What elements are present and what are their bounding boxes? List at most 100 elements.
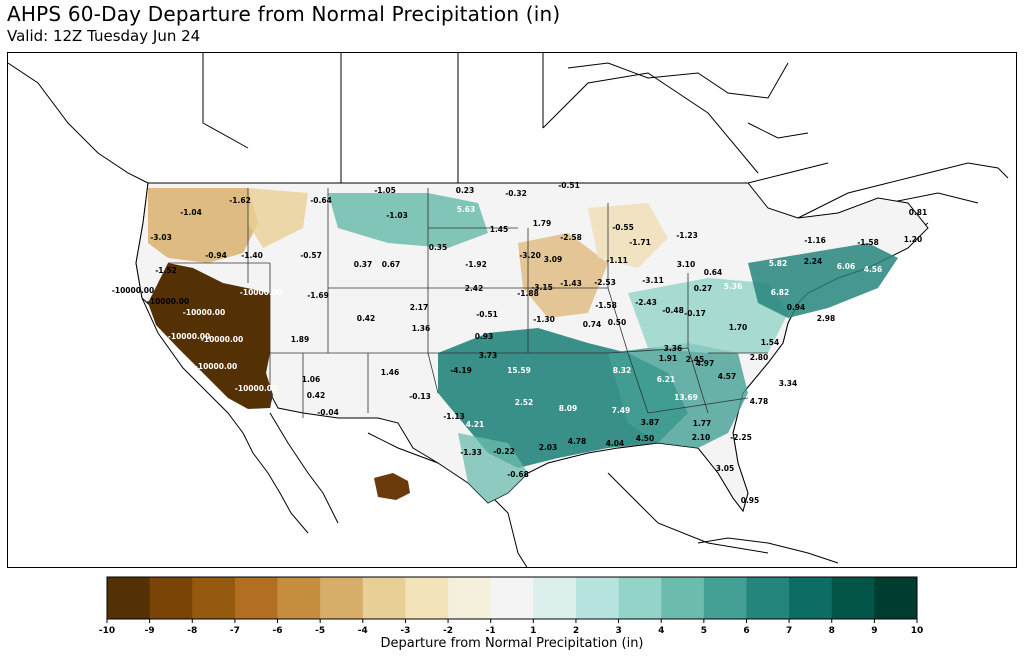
region-value-label: 2.42 (465, 284, 484, 293)
region-value-label: -0.51 (476, 310, 498, 319)
colorbar-swatch (362, 577, 406, 619)
colorbar-swatch (661, 577, 705, 619)
region-value-label: -0.94 (205, 251, 227, 260)
colorbar-tick-label: -7 (230, 626, 240, 634)
region-value-label: -2.43 (635, 298, 657, 307)
region-value-label: -10000.00 (201, 335, 244, 344)
colorbar-swatch (149, 577, 193, 619)
pacific-nw-coast (8, 62, 149, 184)
colorbar-tick-label: -9 (145, 626, 155, 634)
region-value-label: -0.57 (300, 251, 322, 260)
region-value-label: -2.53 (594, 278, 616, 287)
ohio-valley-wet-field (628, 278, 788, 353)
region-value-label: 2.24 (804, 257, 823, 266)
region-value-label: -10000.00 (195, 362, 238, 371)
hudson-bay-coast (567, 62, 809, 139)
region-value-label: -1.52 (155, 266, 177, 275)
colorbar-tick-label: -8 (187, 626, 197, 634)
colorbar-tick-label: 6 (743, 626, 749, 634)
region-value-label: -1.62 (229, 196, 251, 205)
region-value-label: -3.20 (519, 251, 541, 260)
region-value-label: -0.51 (558, 181, 580, 190)
mexico-nodata-patch (374, 473, 410, 500)
precipitation-map: -1.62 -1.04 -3.03 -1.52 -0.94 -1.40 -0.57 -0.64… (8, 53, 1009, 567)
colorbar-swatch (703, 577, 747, 619)
region-value-label: -0.48 (662, 306, 684, 315)
canada-border (158, 162, 829, 184)
colorbar-swatch (874, 577, 918, 619)
colorbar-tick-label: -1 (486, 626, 496, 634)
region-value-label: 3.10 (677, 260, 696, 269)
colorbar-tick-label: -2 (443, 626, 453, 634)
map-title: AHPS 60-Day Departure from Normal Precip… (7, 2, 561, 26)
region-value-label: 1.20 (904, 235, 923, 244)
region-value-label: -1.69 (307, 291, 329, 300)
colorbar-tick-label: -5 (315, 626, 325, 634)
region-value-label: 1.36 (412, 324, 431, 333)
colorbar-swatch (234, 577, 279, 619)
region-value-label: 3.73 (479, 351, 498, 360)
plains-dry-field (518, 233, 608, 318)
region-value-label: 1.70 (729, 323, 748, 332)
region-value-label: -0.64 (310, 196, 332, 205)
colorbar-swatch (490, 577, 534, 619)
northern-plains-wet-field (328, 193, 488, 248)
region-value-label: -0.32 (505, 189, 527, 198)
region-value-label: -1.43 (560, 279, 582, 288)
colorbar-swatch (107, 577, 151, 619)
map-panel: -1.62 -1.04 -3.03 -1.52 -0.94 -1.40 -0.57 -0.64… (7, 52, 1017, 568)
region-value-label: 2.10 (692, 433, 711, 442)
region-value-label: 5.63 (457, 205, 476, 214)
region-value-label: 1.79 (533, 219, 552, 228)
region-value-label: 15.59 (507, 366, 531, 375)
colorbar-swatch (618, 577, 662, 619)
region-value-label: 4.78 (568, 437, 587, 446)
region-value-label: 0.94 (787, 303, 806, 312)
region-value-label: -1.40 (241, 251, 263, 260)
region-value-label: 8.09 (559, 404, 578, 413)
region-value-label: -4.19 (450, 366, 472, 375)
region-value-label: 3.05 (716, 464, 735, 473)
region-value-label: 2.52 (515, 398, 534, 407)
colorbar: -10 -9 -8 -7 -6 -5 -4 -3 -2 -1 1 2 3 4 5 6 7 8 9 10 Departu… (0, 570, 1024, 657)
colorbar-tick-label: 4 (658, 626, 664, 634)
region-value-label: 2.98 (817, 314, 836, 323)
region-value-label: 2.80 (750, 353, 769, 362)
southeast-wet-field (608, 343, 748, 448)
colorbar-swatch (789, 577, 833, 619)
region-value-label: -0.22 (493, 447, 515, 456)
colorbar-tick-label: -3 (400, 626, 410, 634)
region-value-label: 7.49 (612, 406, 631, 415)
baja-outline (269, 412, 339, 524)
atlantic-canada-coast (767, 162, 1009, 234)
pacific-nw-dry-field (148, 188, 258, 263)
region-value-label: 2.45 (686, 355, 705, 364)
region-value-label: -10000.00 (240, 288, 283, 297)
region-value-label: -1.03 (386, 211, 408, 220)
region-value-label: 4.50 (636, 434, 655, 443)
anomaly-fields (148, 188, 898, 503)
colorbar-tick-label: 7 (786, 626, 792, 634)
colorbar-swatch (192, 577, 236, 619)
northern-rockies-dry-field (248, 188, 308, 248)
region-value-label: 2.17 (410, 303, 429, 312)
region-value-label: -1.16 (804, 236, 826, 245)
colorbar-swatch (831, 577, 875, 619)
region-value-label: 4.04 (606, 439, 625, 448)
region-value-label: -0.04 (317, 408, 339, 417)
region-value-label: 6.06 (837, 262, 856, 271)
region-value-label: 0.35 (429, 243, 448, 252)
colorbar-tick-label: 1 (530, 626, 536, 634)
region-value-label: 2.03 (539, 443, 558, 452)
region-value-label: 1.91 (659, 354, 678, 363)
region-value-label: 4.78 (750, 397, 769, 406)
region-value-label: -1.58 (595, 301, 617, 310)
region-value-label: 0.93 (475, 332, 494, 341)
region-value-label: 0.27 (694, 284, 713, 293)
region-value-label: 4.56 (864, 265, 883, 274)
colorbar-frame (106, 576, 918, 620)
colorbar-tick-label: 3 (615, 626, 621, 634)
region-value-label: -1.88 (517, 289, 539, 298)
region-value-label: -3.15 (531, 283, 553, 292)
region-value-label: 0.42 (307, 391, 326, 400)
